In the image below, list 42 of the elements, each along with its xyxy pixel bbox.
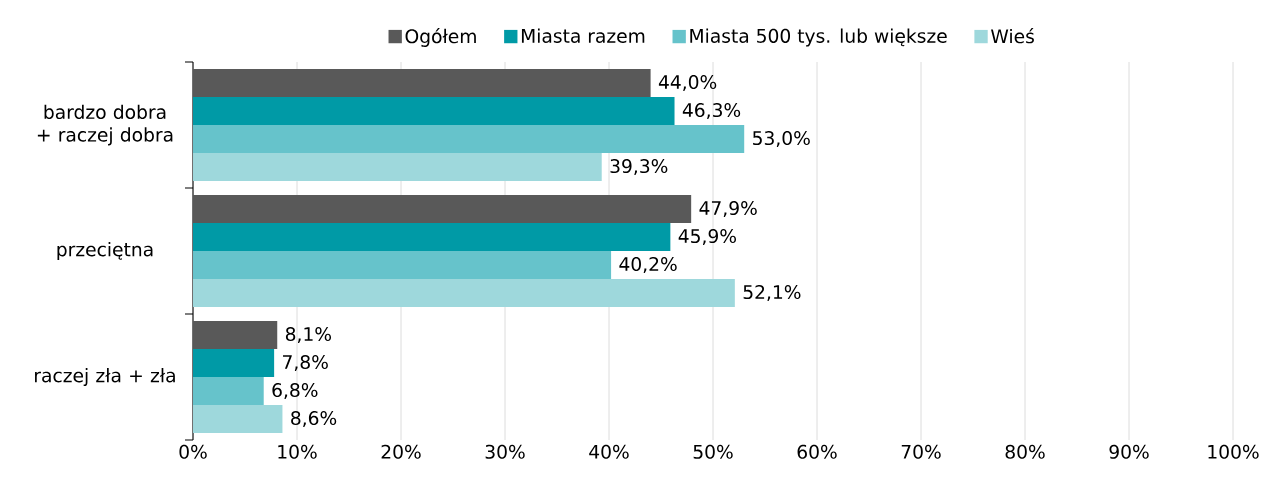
data-label: 8,6% (291, 410, 337, 428)
legend-label: Miasta 500 tys. lub większe (690, 28, 947, 47)
legend-label: Wieś (991, 28, 1034, 44)
data-label: 44,0% (658, 74, 717, 92)
legend-label: Miasta razem (521, 28, 645, 43)
x-tick-label: 100% (1208, 444, 1259, 459)
data-label: 47,9% (699, 200, 757, 218)
bar (193, 125, 745, 153)
x-tick-label: 90% (1109, 444, 1149, 459)
data-label: 40,2% (619, 256, 677, 274)
data-label: 46,3% (682, 102, 741, 120)
x-tick-label: 10% (278, 444, 317, 459)
x-tick-label: 70% (901, 444, 941, 459)
x-tick-label: 20% (381, 444, 421, 459)
bar (193, 377, 264, 406)
bar (193, 349, 275, 378)
x-tick-label: 0% (179, 444, 207, 459)
bar (193, 69, 651, 97)
bar (193, 195, 692, 223)
y-tick-label: przeciętna (57, 241, 153, 261)
x-tick-label: 60% (797, 444, 837, 459)
data-label: 53,0% (753, 130, 810, 148)
data-label: 52,1% (743, 284, 801, 302)
x-tick-label: 40% (589, 444, 629, 459)
y-tick-label: raczej zła + zła (35, 367, 175, 387)
data-label: 39,3% (610, 158, 668, 176)
bar (193, 405, 283, 434)
bar (193, 223, 671, 251)
data-label: 8,1% (285, 326, 332, 344)
bar (193, 97, 675, 125)
y-tick-label: bardzo dobra + raczej dobra (37, 104, 173, 146)
data-label: 45,9% (678, 228, 736, 246)
x-tick-label: 30% (485, 444, 525, 459)
bar (193, 279, 735, 307)
data-label: 7,8% (283, 354, 328, 372)
data-label: 6,8% (272, 382, 318, 400)
x-tick-label: 80% (1005, 444, 1045, 459)
legend-label: Ogółem (405, 28, 476, 47)
bar (193, 153, 602, 181)
bar (193, 251, 612, 279)
bar (193, 321, 278, 350)
x-tick-label: 50% (693, 444, 733, 459)
